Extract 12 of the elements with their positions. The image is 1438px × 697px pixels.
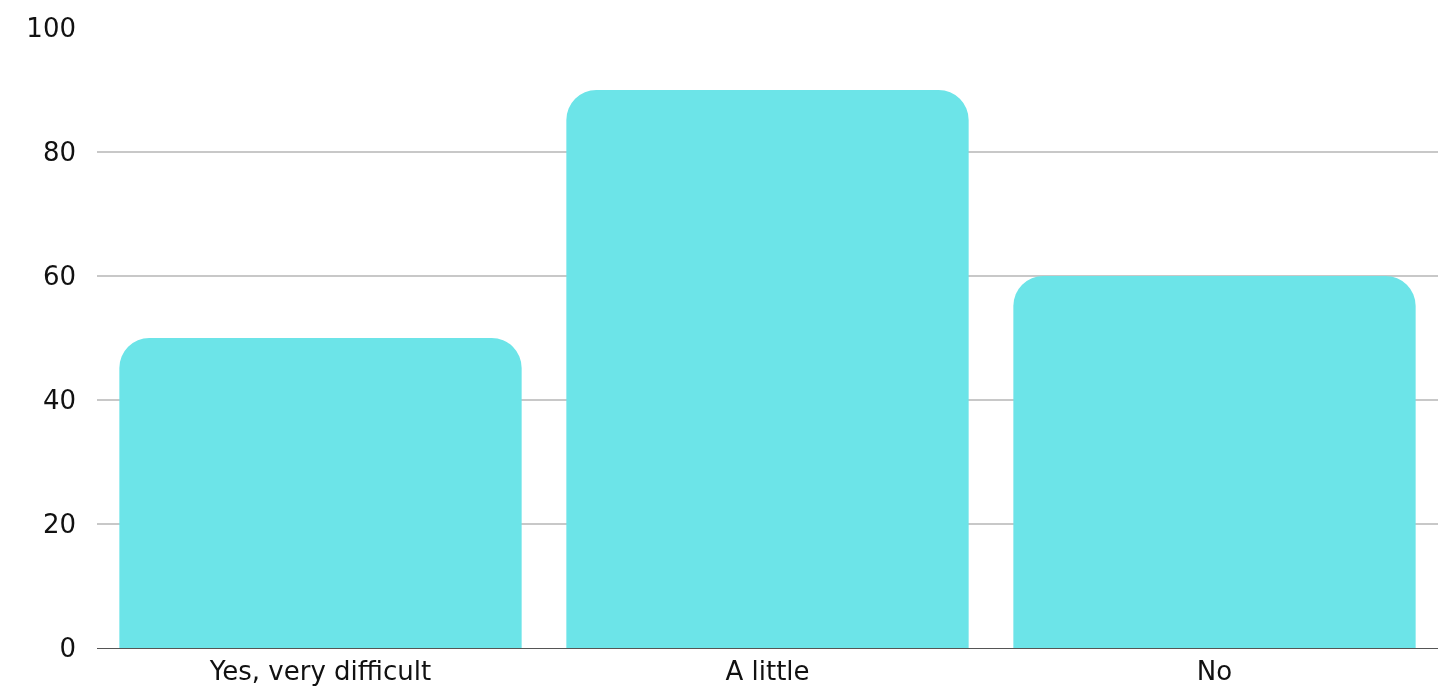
y-tick-label: 60 — [42, 261, 76, 292]
y-tick-label: 0 — [59, 633, 76, 664]
bar — [566, 90, 969, 648]
y-tick-label: 100 — [26, 13, 76, 44]
y-tick-label: 20 — [42, 509, 76, 540]
x-tick-label: No — [1196, 656, 1233, 687]
bar — [119, 338, 522, 648]
bar — [1013, 276, 1416, 648]
x-tick-label: Yes, very difficult — [208, 656, 432, 687]
y-tick-label: 80 — [42, 137, 76, 168]
x-tick-label: A little — [725, 656, 810, 687]
y-tick-label: 40 — [42, 385, 76, 416]
